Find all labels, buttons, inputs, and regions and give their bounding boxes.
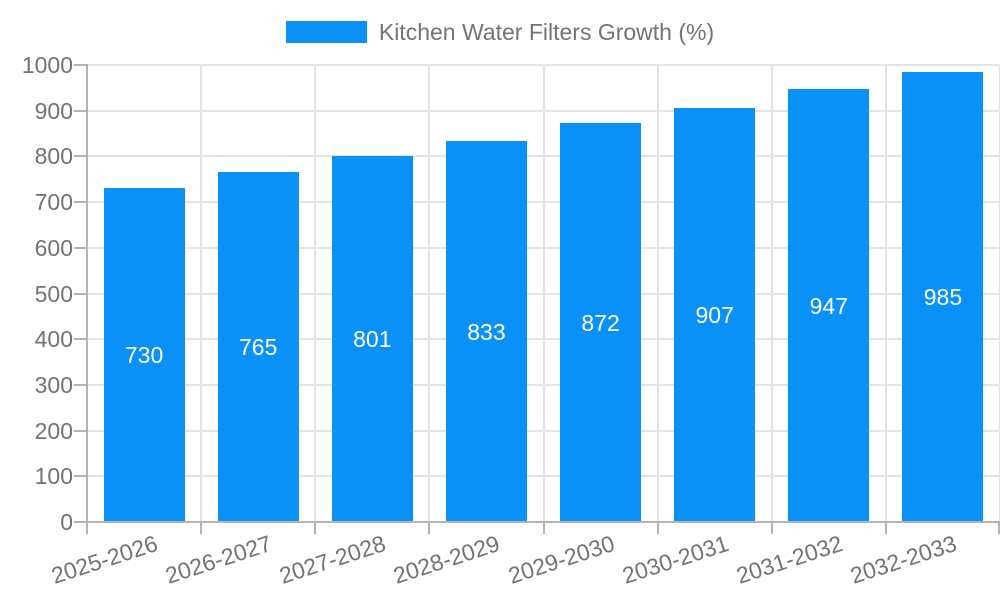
- bar: [788, 89, 870, 522]
- y-axis-tick: [74, 383, 87, 386]
- y-tick-label: 200: [34, 417, 73, 444]
- y-tick-label: 900: [34, 97, 73, 124]
- x-axis-tick: [770, 523, 773, 534]
- bar-value-label: 730: [124, 342, 164, 369]
- bar-value-label: 947: [809, 292, 848, 319]
- y-axis-tick: [74, 201, 87, 204]
- y-axis-line: [86, 64, 88, 523]
- y-tick-label: 800: [34, 143, 73, 170]
- bar-value-label: 833: [467, 318, 506, 345]
- gridline-vertical: [314, 65, 317, 522]
- gridline-vertical: [770, 65, 773, 522]
- gridline-vertical: [428, 65, 431, 522]
- bar-value-label: 985: [923, 283, 963, 310]
- y-axis-tick: [74, 292, 87, 295]
- legend-label: Kitchen Water Filters Growth (%): [378, 18, 715, 45]
- bar-value-label: 872: [581, 309, 620, 336]
- y-tick-label: 100: [34, 463, 73, 490]
- y-axis-tick: [74, 475, 87, 478]
- gridline-vertical: [200, 65, 203, 522]
- y-tick-label: 300: [34, 371, 73, 398]
- y-tick-label: 400: [34, 326, 73, 353]
- y-tick-label: 0: [60, 509, 73, 535]
- x-axis-tick: [884, 523, 887, 534]
- x-axis-tick: [998, 523, 1000, 534]
- legend-item[interactable]: Kitchen Water Filters Growth (%): [0, 18, 1000, 46]
- bar: [560, 123, 642, 522]
- gridline-vertical: [884, 65, 887, 522]
- y-tick-label: 500: [34, 280, 73, 307]
- y-axis-tick: [74, 429, 87, 432]
- y-axis-tick: [74, 246, 87, 249]
- bar: [902, 71, 984, 522]
- y-axis-tick: [74, 338, 87, 341]
- y-axis-tick: [74, 155, 87, 158]
- bar: [217, 172, 299, 522]
- bar-value-label: 907: [695, 301, 734, 328]
- gridline-vertical: [542, 65, 545, 522]
- bar: [331, 155, 413, 522]
- y-tick-label: 600: [34, 234, 73, 261]
- x-axis-tick: [86, 523, 88, 534]
- x-axis-tick: [428, 523, 431, 534]
- bar-value-label: 765: [239, 334, 278, 361]
- bar: [103, 188, 185, 522]
- bar: [445, 141, 527, 522]
- bar: [674, 107, 756, 522]
- x-axis-tick: [314, 523, 317, 534]
- legend-swatch: [285, 21, 367, 43]
- y-axis-tick: [74, 64, 87, 66]
- y-axis-tick: [74, 109, 87, 112]
- y-axis-tick: [74, 521, 87, 523]
- x-axis-tick: [542, 523, 545, 534]
- y-tick-label: 700: [34, 189, 73, 216]
- bar-value-label: 801: [353, 325, 392, 352]
- gridline-vertical: [656, 65, 659, 522]
- y-tick-label: 1000: [21, 52, 73, 78]
- x-axis-baseline: [86, 521, 1000, 523]
- x-axis-tick: [200, 523, 203, 534]
- x-axis-tick: [656, 523, 659, 534]
